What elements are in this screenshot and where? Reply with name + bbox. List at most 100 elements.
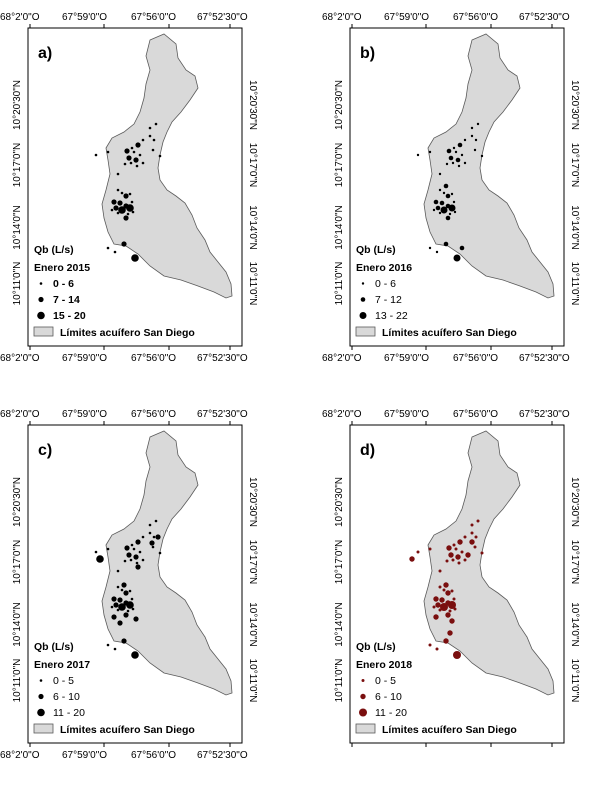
well-point — [138, 550, 142, 554]
legend-boundary-label: Límites acuífero San Diego — [382, 724, 517, 736]
well-point — [448, 601, 456, 609]
top-lon-label: 68°2'0"O — [322, 12, 362, 23]
well-point — [448, 204, 456, 212]
legend-boundary-swatch — [33, 326, 54, 337]
top-lon-label: 67°56'0"O — [453, 409, 498, 420]
right-lat-label: 10°14'0"N — [247, 205, 258, 250]
top-lon-label: 67°59'0"O — [384, 409, 429, 420]
well-point — [457, 539, 463, 545]
legend-year: Enero 2016 — [356, 262, 412, 274]
well-point — [106, 246, 110, 250]
legend-title: Qb (L/s) — [34, 641, 74, 653]
right-lat-label: 10°20'30"N — [247, 80, 258, 130]
bottom-lon-label: 67°52'30"O — [519, 353, 570, 364]
well-point — [141, 138, 145, 142]
left-lat-label: 10°11'0"N — [12, 262, 23, 306]
well-point — [438, 172, 442, 176]
well-point — [442, 588, 446, 592]
panel-label: d) — [360, 442, 375, 459]
well-point — [453, 210, 457, 214]
well-point — [123, 193, 129, 199]
left-lat-label: 10°11'0"N — [334, 659, 345, 703]
legend-class-label: 11 - 20 — [375, 707, 407, 719]
well-point — [469, 539, 475, 545]
well-point — [433, 596, 439, 602]
well-point — [451, 558, 455, 562]
well-point — [123, 590, 129, 596]
bottom-lon-label: 68°2'0"O — [0, 750, 40, 761]
well-point — [154, 122, 158, 126]
bottom-lon-label: 67°59'0"O — [62, 750, 107, 761]
well-point — [126, 212, 130, 216]
well-point — [120, 191, 124, 195]
well-point — [463, 535, 467, 539]
well-point — [130, 543, 134, 547]
legend-symbol — [360, 693, 366, 700]
well-point — [428, 150, 432, 154]
well-point — [148, 134, 152, 138]
well-point — [445, 559, 449, 563]
well-point — [428, 246, 432, 250]
well-point — [443, 183, 449, 189]
well-point — [132, 150, 136, 154]
well-point — [428, 547, 432, 551]
well-point — [94, 153, 98, 157]
legend-symbol — [39, 282, 43, 285]
aquifer-boundary — [101, 33, 233, 299]
right-lat-label: 10°14'0"N — [247, 602, 258, 647]
well-point — [130, 597, 134, 601]
legend-symbol — [359, 312, 367, 319]
well-point — [148, 523, 152, 527]
well-point — [452, 200, 456, 204]
well-point — [470, 531, 474, 535]
well-point — [446, 148, 452, 154]
well-point — [439, 597, 445, 603]
top-lon-label: 67°52'30"O — [519, 12, 570, 23]
well-point — [111, 596, 117, 602]
legend-class-label: 6 - 10 — [375, 691, 402, 703]
well-point — [131, 254, 139, 262]
left-lat-label: 10°20'30"N — [334, 80, 345, 130]
well-point — [457, 164, 461, 168]
well-point — [117, 200, 123, 206]
left-lat-label: 10°20'30"N — [12, 477, 23, 527]
well-point — [148, 126, 152, 130]
well-point — [442, 191, 446, 195]
legend-class-label: 0 - 5 — [53, 675, 74, 687]
well-point — [152, 535, 156, 539]
top-lon-label: 67°59'0"O — [62, 409, 107, 420]
well-point — [450, 192, 454, 196]
right-lat-label: 10°11'0"N — [569, 659, 580, 703]
well-point — [121, 638, 127, 644]
well-point — [135, 564, 141, 570]
well-point — [453, 607, 457, 611]
well-point — [448, 609, 452, 613]
well-point — [149, 540, 155, 546]
well-point — [141, 558, 145, 562]
well-point — [454, 150, 458, 154]
legend-class-label: 0 - 6 — [53, 278, 74, 290]
well-point — [94, 550, 98, 554]
well-point — [133, 616, 139, 622]
well-point — [451, 161, 455, 165]
left-lat-label: 10°14'0"N — [12, 205, 23, 250]
right-lat-label: 10°20'30"N — [569, 477, 580, 527]
well-point — [151, 545, 155, 549]
legend-symbol — [38, 296, 44, 303]
well-point — [121, 582, 127, 588]
well-point — [117, 597, 123, 603]
well-point — [470, 126, 474, 130]
well-point — [445, 162, 449, 166]
well-point — [158, 551, 162, 555]
well-point — [131, 651, 139, 659]
well-point — [106, 547, 110, 551]
well-point — [416, 550, 420, 554]
right-lat-label: 10°20'30"N — [247, 477, 258, 527]
legend-boundary-label: Límites acuífero San Diego — [60, 327, 195, 339]
well-point — [476, 519, 480, 523]
legend-class-label: 0 - 6 — [375, 278, 396, 290]
well-point — [465, 552, 471, 558]
bottom-lon-label: 67°59'0"O — [384, 353, 429, 364]
well-point — [113, 647, 117, 651]
well-point — [409, 556, 415, 562]
